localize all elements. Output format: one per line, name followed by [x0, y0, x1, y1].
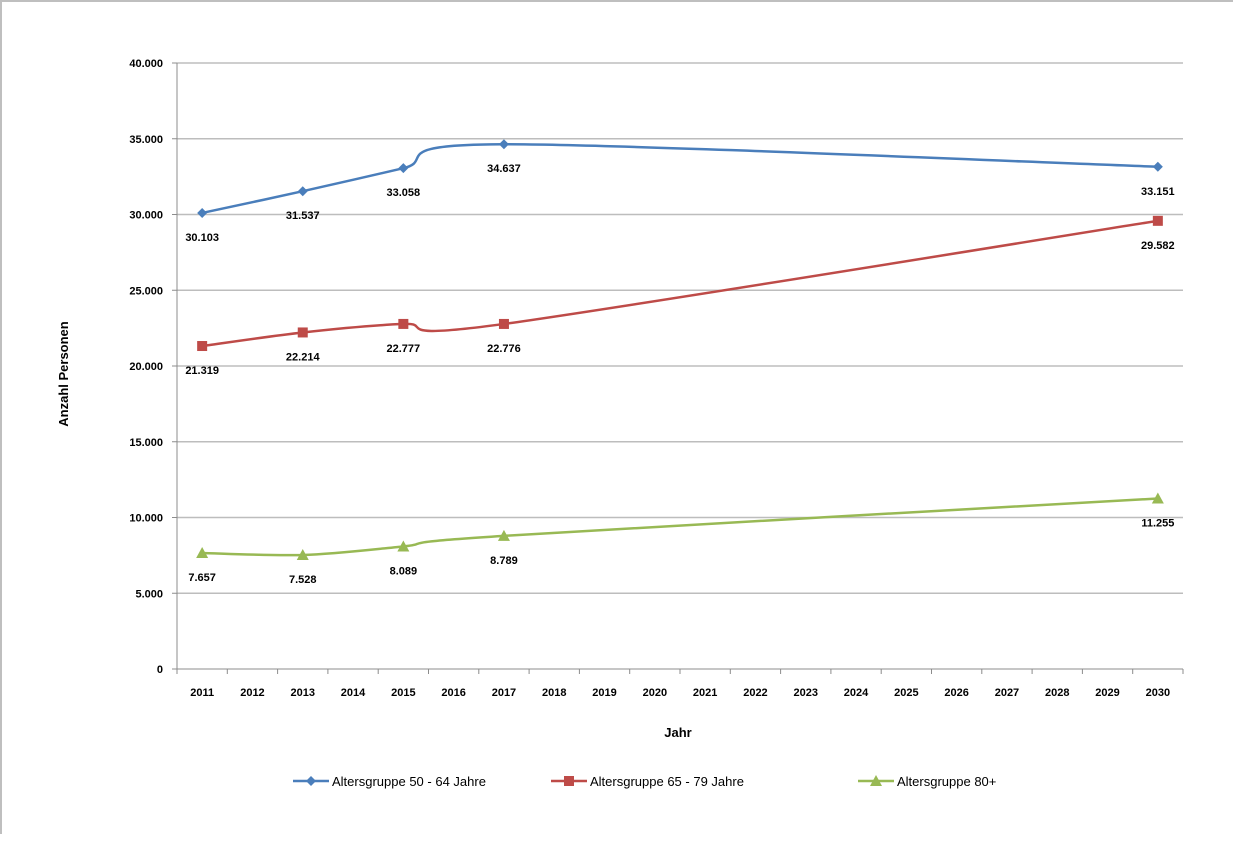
y-tick-label: 0	[157, 664, 163, 676]
data-label: 22.214	[286, 351, 321, 363]
x-tick-label: 2011	[190, 687, 214, 699]
series-line	[201, 142, 1158, 215]
legend-item: Altersgruppe 50 - 64 Jahre	[293, 774, 486, 789]
x-tick-label: 2013	[291, 687, 315, 699]
x-tick-label: 2023	[794, 687, 818, 699]
legend-label: Altersgruppe 65 - 79 Jahre	[590, 774, 744, 789]
series-3: 7.657 7.528 8.089 8.789 11.255	[188, 492, 1174, 586]
data-label: 8.089	[390, 565, 418, 577]
data-label: 30.103	[185, 232, 219, 244]
data-label: 22.776	[487, 343, 521, 355]
x-tick-label: 2026	[944, 687, 968, 699]
data-point	[297, 327, 308, 338]
data-point	[196, 546, 209, 558]
data-point	[297, 186, 308, 197]
data-label: 11.255	[1141, 517, 1174, 529]
y-tick-label: 15.000	[129, 437, 163, 449]
y-axis-title: Anzahl Personen	[56, 321, 71, 427]
y-tick-label: 40.000	[129, 58, 163, 70]
x-tick-label: 2028	[1045, 687, 1069, 699]
legend-label: Altersgruppe 50 - 64 Jahre	[332, 774, 486, 789]
y-axis-ticks: 0 5.000 10.000 15.000 20.000 25.000 30.000 35.0…	[129, 58, 177, 676]
series-2: 21.319 22.214 22.777 22.776 29.582	[185, 215, 1175, 377]
data-point	[1152, 161, 1163, 172]
x-tick-label: 2024	[844, 687, 869, 699]
y-tick-label: 35.000	[129, 134, 163, 146]
data-point	[1151, 492, 1164, 504]
y-tick-label: 25.000	[129, 285, 163, 297]
x-tick-label: 2019	[592, 687, 616, 699]
x-axis-title: Jahr	[664, 725, 691, 740]
x-tick-label: 2029	[1095, 687, 1119, 699]
y-tick-label: 5.000	[135, 588, 163, 600]
legend-marker	[306, 776, 316, 786]
series-line	[201, 219, 1159, 348]
data-label: 21.319	[185, 365, 219, 377]
data-label: 34.637	[487, 163, 521, 175]
x-tick-label: 2014	[341, 687, 366, 699]
legend-marker	[564, 776, 574, 786]
y-tick-label: 20.000	[129, 361, 163, 373]
x-tick-label: 2012	[240, 687, 264, 699]
x-tick-label: 2020	[643, 687, 667, 699]
data-label: 7.528	[289, 574, 317, 586]
x-tick-label: 2018	[542, 687, 566, 699]
data-label: 33.058	[387, 187, 421, 199]
data-point	[498, 139, 509, 150]
x-tick-label: 2021	[693, 687, 717, 699]
x-tick-label: 2022	[743, 687, 767, 699]
data-label: 8.789	[490, 555, 518, 567]
legend-item: Altersgruppe 65 - 79 Jahre	[551, 774, 744, 789]
data-point	[296, 548, 309, 560]
legend-item: Altersgruppe 80+	[858, 774, 996, 789]
x-tick-label: 2015	[391, 687, 415, 699]
x-tick-label: 2016	[441, 687, 465, 699]
y-tick-label: 30.000	[129, 210, 163, 222]
data-label: 29.582	[1141, 240, 1175, 252]
data-label: 7.657	[188, 572, 216, 584]
data-point	[197, 341, 208, 352]
data-label: 33.151	[1141, 186, 1175, 198]
x-axis-ticks: 2011 2012 2013 2014 2015 2016 2017 2018 2019 2020…	[176, 669, 1184, 699]
data-label: 22.777	[387, 343, 421, 355]
y-tick-label: 10.000	[129, 513, 163, 525]
x-tick-label: 2030	[1146, 687, 1170, 699]
data-label: 31.537	[286, 210, 320, 222]
legend-marker	[870, 775, 882, 786]
x-tick-label: 2017	[492, 687, 516, 699]
legend-label: Altersgruppe 80+	[897, 774, 996, 789]
series-layer: 30.103 31.537 33.058 34.637 33.151 21.319 22.2…	[185, 139, 1175, 586]
data-point	[197, 207, 208, 218]
gridlines	[177, 62, 1183, 594]
series-1: 30.103 31.537 33.058 34.637 33.151	[185, 139, 1175, 244]
x-tick-label: 2025	[894, 687, 918, 699]
data-point	[398, 163, 409, 174]
x-tick-label: 2027	[995, 687, 1019, 699]
data-point	[1152, 215, 1163, 226]
data-point	[497, 529, 510, 541]
data-point	[398, 318, 409, 329]
data-point	[397, 540, 410, 552]
data-point	[498, 318, 509, 329]
series-line	[202, 497, 1158, 557]
legend: Altersgruppe 50 - 64 Jahre Altersgruppe 6…	[293, 774, 996, 789]
